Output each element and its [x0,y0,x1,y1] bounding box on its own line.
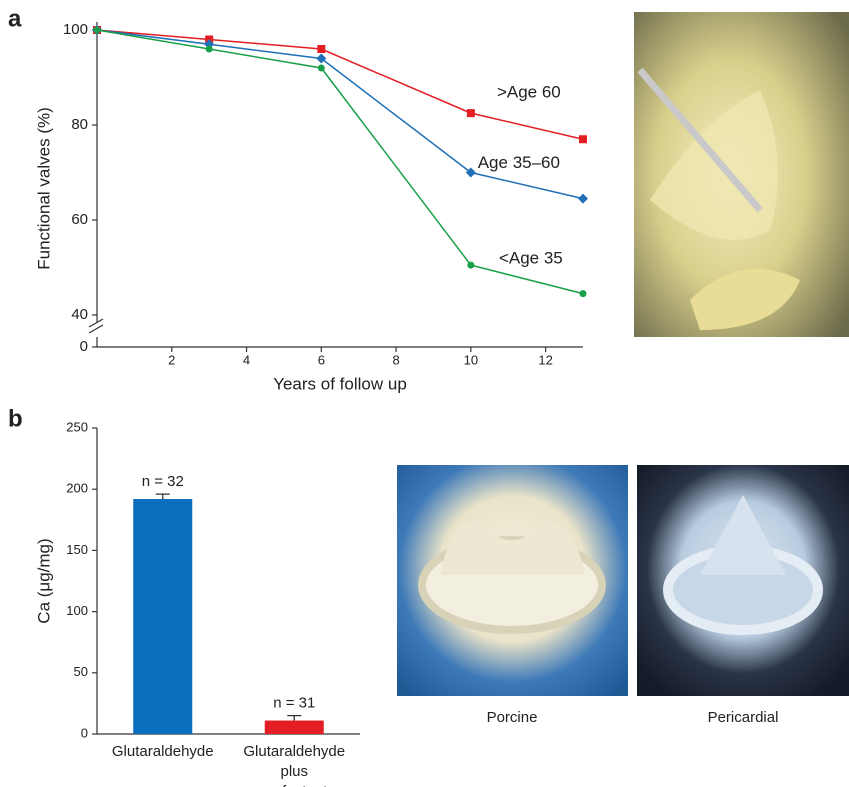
series-label: <Age 35 [499,249,563,268]
y-tick-label: 0 [80,338,88,355]
marker [578,194,588,204]
y-tick-label: 0 [81,725,88,740]
marker [94,27,101,34]
x-axis-title: Years of follow up [273,374,407,393]
bar [265,721,324,734]
y-tick-label: 60 [71,211,88,228]
x-tick-label: 2 [168,352,175,367]
marker [580,290,587,297]
series-label: Age 35–60 [478,153,560,172]
y-tick-label: 250 [66,419,88,434]
marker [318,65,325,72]
photo-pericardial-valve [637,465,849,696]
x-tick-label: 10 [464,352,478,367]
y-tick-label: 40 [71,306,88,323]
y-tick-label: 80 [71,116,88,133]
series-line [97,30,583,199]
y-tick-label: 150 [66,542,88,557]
annotation: n = 32 [142,473,184,490]
y-axis-title: Functional valves (%) [34,107,53,270]
x-tick-label: 8 [392,352,399,367]
y-tick-label: 100 [66,603,88,618]
y-tick-label: 50 [74,664,88,679]
x-tick-label: 4 [243,352,250,367]
x-tick-label: 12 [538,352,552,367]
error-bar [287,716,301,721]
marker [206,46,213,53]
bar [133,499,192,734]
figure: a b Porcine Pericardial 0406080100246810… [0,0,849,787]
photo-caption: Pericardial [708,709,779,726]
annotation: n = 31 [273,695,315,712]
x-tick-label: Glutaraldehydeplussurfactant [243,743,345,787]
x-tick-label: 6 [318,352,325,367]
error-bar [156,494,170,499]
x-tick-label: Glutaraldehyde [112,743,214,760]
y-axis-title: Ca (μg/mg) [34,538,53,623]
photo-valve-explant [634,12,849,337]
y-tick-label: 200 [66,481,88,496]
panel-label: b [8,405,23,432]
marker [579,135,587,143]
photo-caption: Porcine [487,709,538,726]
marker [467,262,474,269]
marker [467,109,475,117]
y-tick-label: 100 [63,21,88,38]
marker [317,45,325,53]
photo-porcine-valve [397,465,628,696]
panel-label: a [8,5,22,32]
axis-break [89,319,103,333]
series-label: >Age 60 [497,83,561,102]
